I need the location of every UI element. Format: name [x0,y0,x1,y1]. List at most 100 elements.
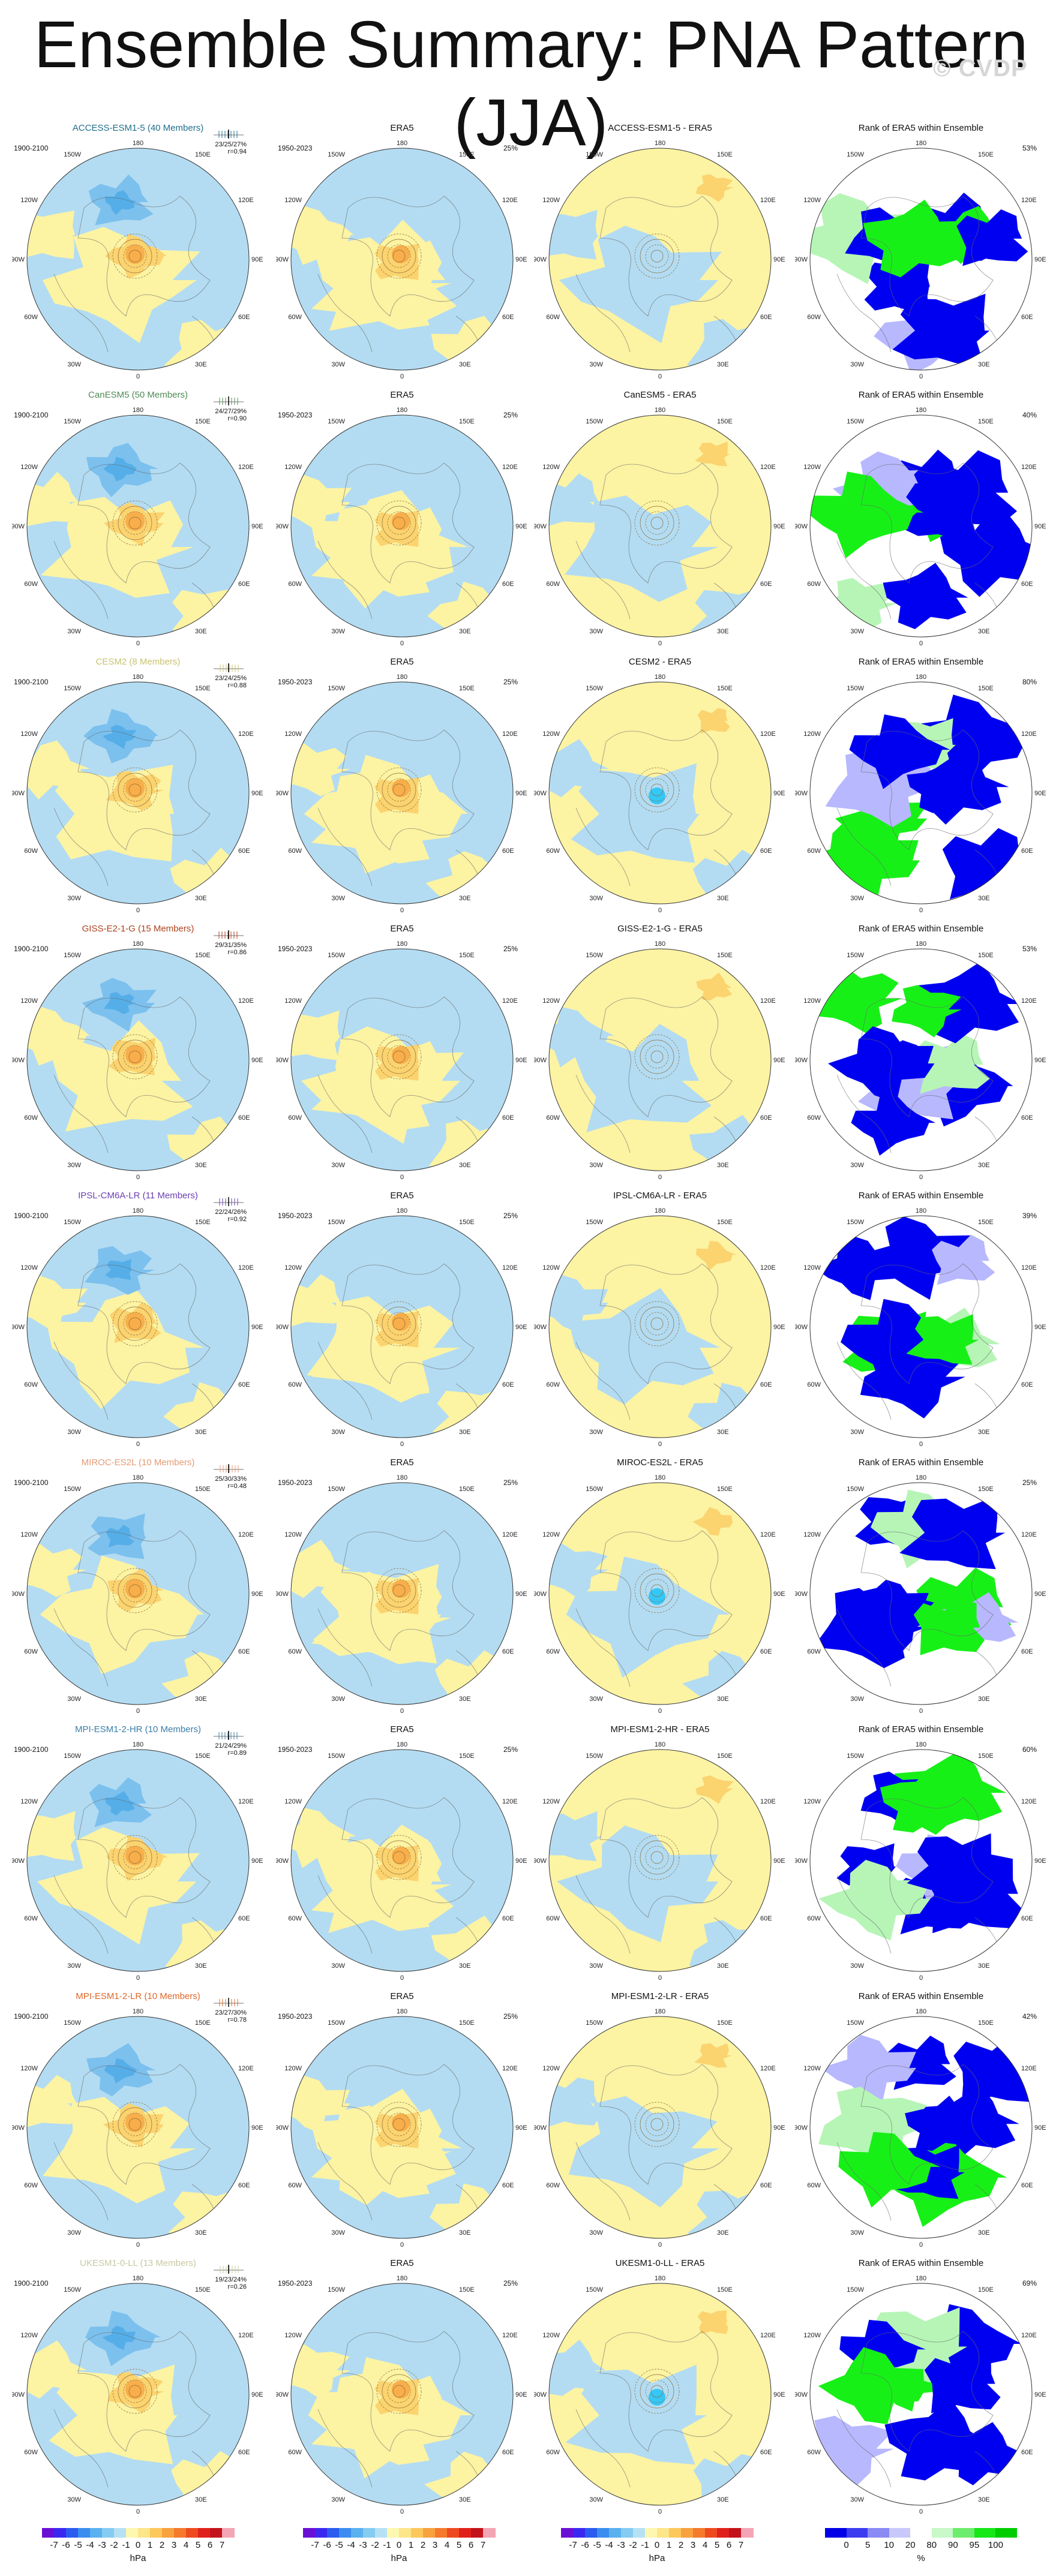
longitude-label: 180 [397,2275,407,2282]
member-spread-ticks [214,130,244,139]
colorbar-swatch [90,2528,103,2538]
longitude-label: 120E [502,197,518,204]
longitude-label: 150W [328,1753,345,1760]
longitude-label: 30W [589,628,603,635]
longitude-label: 0 [919,2508,923,2515]
longitude-label: 150E [978,1219,994,1226]
colorbar-tick-label: -4 [86,2540,94,2550]
longitude-label: 180 [133,674,143,681]
longitude-label: 0 [400,1174,404,1181]
longitude-label: 60W [288,2182,302,2189]
longitude-label: 30W [331,361,345,368]
colorbar-swatch [399,2528,412,2538]
longitude-label: 150E [978,952,994,959]
longitude-label: 150W [586,2019,603,2027]
hpa-colorbar-1: -7 -6 -5 -4 -3 -2 -1 0 1 2 3 4 5 6 7 hPa [42,2528,235,2570]
longitude-label: 90E [251,1324,263,1331]
pna-map: 180 0 90W 90E 150W 120W 150E 120E 60W 30W 60E 30E [534,1741,785,1982]
colorbar-swatch [585,2528,598,2538]
pna-map: 180 0 90W 90E 150W 120W 150E 120E 60W 30W 60E 30E [12,2275,263,2515]
longitude-label: 30E [459,1162,471,1169]
longitude-label: 60W [546,2449,560,2456]
longitude-label: 90W [795,1857,808,1865]
longitude-label: 120E [502,731,518,738]
longitude-label: 90E [251,523,263,530]
longitude-label: 180 [916,940,926,948]
longitude-label: 90E [1034,790,1046,797]
colorbar-swatch [931,2528,953,2538]
longitude-label: 90E [773,256,785,263]
longitude-label: 150W [328,418,345,425]
panel-rank: Rank of ERA5 within Ensemble 180 0 90W 90E 15… [792,123,1050,387]
panel-model: ACCESS-ESM1-5 (40 Members) 180 0 90W 90E 150W… [9,123,267,387]
longitude-label: 90E [773,1324,785,1331]
period-label: 1900-2100 [14,1745,49,1754]
longitude-label: 30W [331,1696,345,1703]
longitude-label: 120E [238,197,254,204]
longitude-label: 120E [760,1798,776,1805]
colorbar-tick-label: 5 [456,2540,462,2550]
colorbar-tick-label: 2 [678,2540,684,2550]
longitude-label: 30E [195,361,207,368]
longitude-label: 30E [195,1962,207,1970]
colorbar-tick-label: 1 [666,2540,672,2550]
colorbar-tick-label: -6 [581,2540,589,2550]
colorbar-tick-label: -7 [311,2540,319,2550]
colorbar-tick-label: 95 [969,2540,980,2550]
longitude-label: 120E [238,997,254,1005]
colorbar-swatch [138,2528,151,2538]
longitude-label: 0 [400,907,404,914]
longitude-label: 0 [136,640,140,647]
longitude-label: 0 [919,1174,923,1181]
longitude-label: 120E [1021,1531,1037,1538]
colorbar-swatch [609,2528,622,2538]
longitude-label: 150E [717,952,733,959]
colorbar-tick-label: -2 [110,2540,118,2550]
longitude-label: 120E [1021,2332,1037,2339]
variance-percent: 25% [503,1212,518,1220]
longitude-label: 90E [773,790,785,797]
colorbar-swatch [78,2528,91,2538]
longitude-label: 60E [502,314,514,321]
rank-region [838,2132,941,2208]
longitude-label: 150W [328,685,345,692]
longitude-label: 90W [795,523,808,530]
colorbar-swatch [597,2528,610,2538]
colorbar-swatch [423,2528,436,2538]
rank-region [906,1314,979,1365]
panel-model: MIROC-ES2L (10 Members) 180 0 90W 90E 150W 120… [9,1457,267,1721]
longitude-label: 180 [655,674,665,681]
longitude-label: 60W [24,1114,38,1122]
longitude-label: 30E [459,361,471,368]
member-spread-ticks [214,1197,244,1206]
longitude-label: 60W [546,2182,560,2189]
panel-title: ERA5 [390,1991,414,2001]
longitude-label: 120W [284,1531,302,1538]
longitude-label: 60E [238,1915,250,1922]
panel-title: MPI-ESM1-2-LR - ERA5 [611,1991,709,2001]
pna-map: 180 0 90W 90E 150W 120W 150E 120E 60W 30W 60E 30E [12,1474,263,1715]
panel-model: CanESM5 (50 Members) 180 0 90W 90E 150W 120W 15… [9,390,267,654]
colorbar-swatch [995,2528,1018,2538]
rank-region [810,817,920,904]
panel-title: UKESM1-0-LL (13 Members) [80,2258,196,2268]
longitude-label: 30W [850,1962,864,1970]
panel-obs: ERA5 180 0 90W 90E 150W 120W 150E 120E 60W 30W 60E 3… [273,1457,531,1721]
member-spread-ticks [214,1998,244,2007]
longitude-label: 0 [136,1174,140,1181]
rank-map: 180 0 90W 90E 150W 120W 150E 120E 60W 30W 60E 30E [795,407,1046,647]
longitude-label: 60E [1021,1915,1033,1922]
variance-range: 19/23/24% [215,2276,247,2283]
pna-map: 180 0 90W 90E 150W 120W 150E 120E 60W 30W 60E 30E [276,1207,527,1448]
longitude-label: 90W [12,1591,25,1598]
longitude-label: 60W [807,1915,821,1922]
panel-obs: ERA5 180 0 90W 90E 150W 120W 150E 120E 60W 30W 60E 3… [273,2258,531,2522]
variance-range: 24/27/29% [215,408,247,415]
longitude-label: 120W [20,731,38,738]
longitude-label: 90W [276,256,289,263]
period-label: 1950-2023 [278,1212,313,1220]
panel-rank: Rank of ERA5 within Ensemble 180 0 90W 90E 15… [792,2258,1050,2522]
longitude-label: 60E [238,1648,250,1655]
rank-region [923,1853,1025,1934]
pattern-correlation: r=0.48 [227,1483,247,1490]
